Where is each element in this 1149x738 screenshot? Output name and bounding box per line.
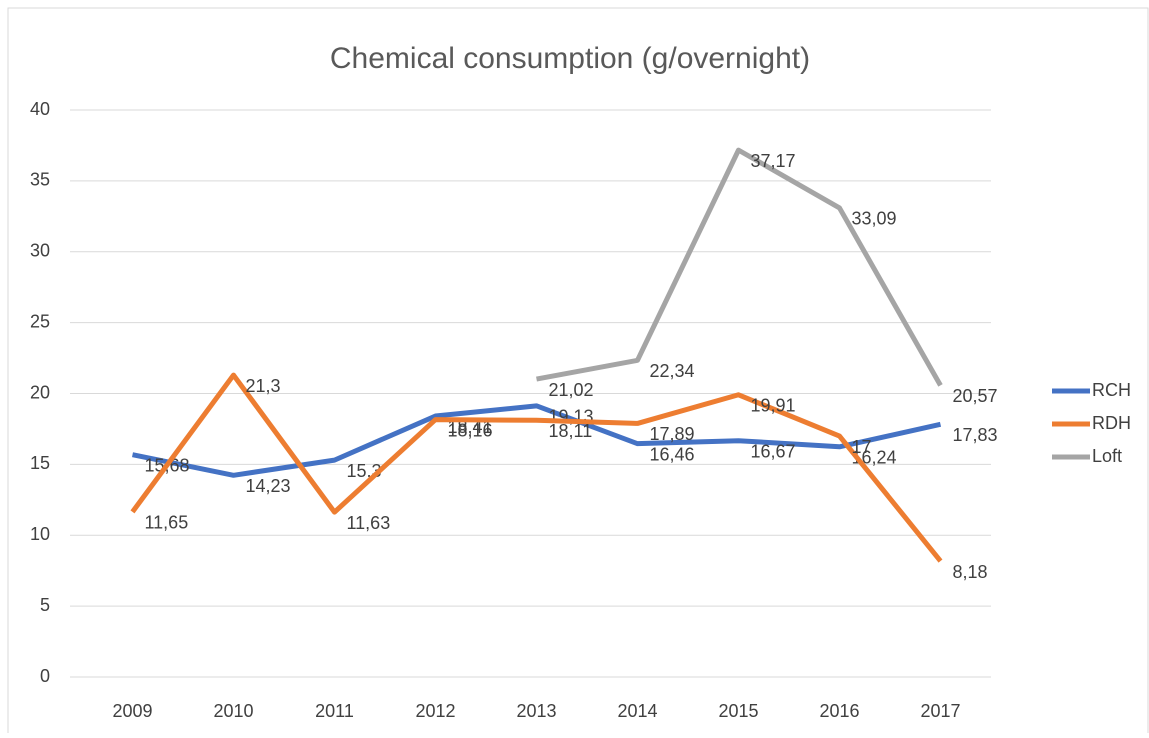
- data-label: 17,83: [953, 425, 998, 445]
- x-tick-label: 2015: [718, 701, 758, 721]
- y-tick-label: 5: [40, 595, 50, 615]
- y-tick-label: 30: [30, 241, 50, 261]
- data-label: 21,02: [549, 380, 594, 400]
- data-label: 33,09: [852, 209, 897, 229]
- legend-label: RDH: [1092, 413, 1131, 433]
- x-tick-label: 2013: [516, 701, 556, 721]
- series-line: [132, 403, 942, 478]
- data-label: 19,91: [751, 396, 796, 416]
- data-label: 14,23: [246, 476, 291, 496]
- series-line: [130, 372, 943, 563]
- x-tick-label: 2014: [617, 701, 657, 721]
- data-label: 17: [852, 437, 872, 457]
- data-label: 16,46: [650, 444, 695, 464]
- data-label: 20,57: [953, 386, 998, 406]
- data-label: 21,3: [246, 376, 281, 396]
- data-label: 18,11: [549, 421, 593, 441]
- data-label: 16,67: [751, 441, 796, 461]
- chart-title: Chemical consumption (g/overnight): [330, 42, 810, 75]
- x-tick-label: 2017: [920, 701, 960, 721]
- y-tick-label: 35: [30, 170, 50, 190]
- data-label: 22,34: [650, 361, 695, 381]
- x-tick-label: 2010: [213, 701, 253, 721]
- series-line: [536, 147, 943, 387]
- y-tick-label: 15: [30, 453, 50, 473]
- y-tick-label: 25: [30, 311, 50, 331]
- data-label: 17,89: [650, 424, 695, 444]
- data-label: 8,18: [953, 562, 988, 582]
- legend-label: Loft: [1092, 446, 1122, 466]
- x-tick-label: 2011: [315, 701, 354, 721]
- y-tick-label: 10: [30, 524, 50, 544]
- data-label: 11,63: [347, 513, 391, 533]
- data-label: 11,65: [145, 513, 189, 533]
- x-tick-label: 2012: [415, 701, 455, 721]
- x-tick-label: 2016: [819, 701, 859, 721]
- data-label: 18,16: [448, 420, 493, 440]
- y-tick-label: 0: [40, 666, 50, 686]
- data-label: 37,17: [751, 151, 796, 171]
- y-tick-label: 40: [30, 99, 50, 119]
- legend-label: RCH: [1092, 380, 1131, 400]
- y-tick-label: 20: [30, 382, 50, 402]
- x-tick-label: 2009: [112, 701, 152, 721]
